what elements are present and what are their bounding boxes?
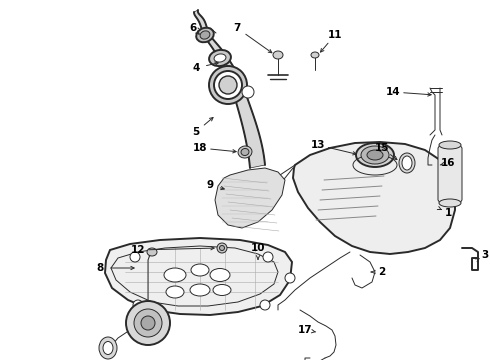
Circle shape xyxy=(285,273,295,283)
Ellipse shape xyxy=(99,337,117,359)
Ellipse shape xyxy=(191,264,209,276)
Text: 18: 18 xyxy=(193,143,207,153)
Ellipse shape xyxy=(209,66,247,104)
Ellipse shape xyxy=(209,50,231,66)
Text: 10: 10 xyxy=(251,243,265,253)
Text: 4: 4 xyxy=(192,63,200,73)
Circle shape xyxy=(263,252,273,262)
Ellipse shape xyxy=(219,76,237,94)
Text: 12: 12 xyxy=(131,245,145,255)
Polygon shape xyxy=(194,10,265,168)
Text: 14: 14 xyxy=(386,87,400,97)
Ellipse shape xyxy=(166,286,184,298)
Text: 9: 9 xyxy=(206,180,214,190)
Text: 11: 11 xyxy=(328,30,342,40)
Circle shape xyxy=(130,252,140,262)
Ellipse shape xyxy=(103,342,113,355)
Ellipse shape xyxy=(214,54,226,62)
Text: 15: 15 xyxy=(375,143,389,153)
Text: 6: 6 xyxy=(189,23,196,33)
Text: 8: 8 xyxy=(97,263,103,273)
Ellipse shape xyxy=(399,153,415,173)
Text: 17: 17 xyxy=(298,325,312,335)
Text: 5: 5 xyxy=(193,127,199,137)
Ellipse shape xyxy=(311,52,319,58)
Text: 3: 3 xyxy=(481,250,489,260)
Polygon shape xyxy=(215,168,285,228)
Ellipse shape xyxy=(241,148,249,156)
Text: 1: 1 xyxy=(444,208,452,218)
Polygon shape xyxy=(438,145,462,203)
Ellipse shape xyxy=(361,146,389,164)
Ellipse shape xyxy=(213,284,231,296)
Ellipse shape xyxy=(200,31,210,39)
Ellipse shape xyxy=(190,284,210,296)
Polygon shape xyxy=(293,142,455,254)
Text: 13: 13 xyxy=(311,140,325,150)
Text: 16: 16 xyxy=(441,158,455,168)
Ellipse shape xyxy=(210,269,230,282)
Circle shape xyxy=(134,309,162,337)
Ellipse shape xyxy=(214,71,242,99)
Ellipse shape xyxy=(439,141,461,149)
Text: 7: 7 xyxy=(233,23,241,33)
Circle shape xyxy=(126,301,170,345)
Ellipse shape xyxy=(273,51,283,59)
Ellipse shape xyxy=(217,243,227,253)
Text: 2: 2 xyxy=(378,267,386,277)
Ellipse shape xyxy=(164,268,186,282)
Circle shape xyxy=(133,300,143,310)
Ellipse shape xyxy=(147,248,157,256)
Ellipse shape xyxy=(242,86,254,98)
Ellipse shape xyxy=(367,150,383,160)
Ellipse shape xyxy=(439,199,461,207)
Polygon shape xyxy=(105,238,292,315)
Ellipse shape xyxy=(402,156,412,170)
Circle shape xyxy=(141,316,155,330)
Ellipse shape xyxy=(356,143,394,167)
Circle shape xyxy=(260,300,270,310)
Ellipse shape xyxy=(220,246,224,251)
Ellipse shape xyxy=(238,146,252,158)
Ellipse shape xyxy=(196,28,214,42)
